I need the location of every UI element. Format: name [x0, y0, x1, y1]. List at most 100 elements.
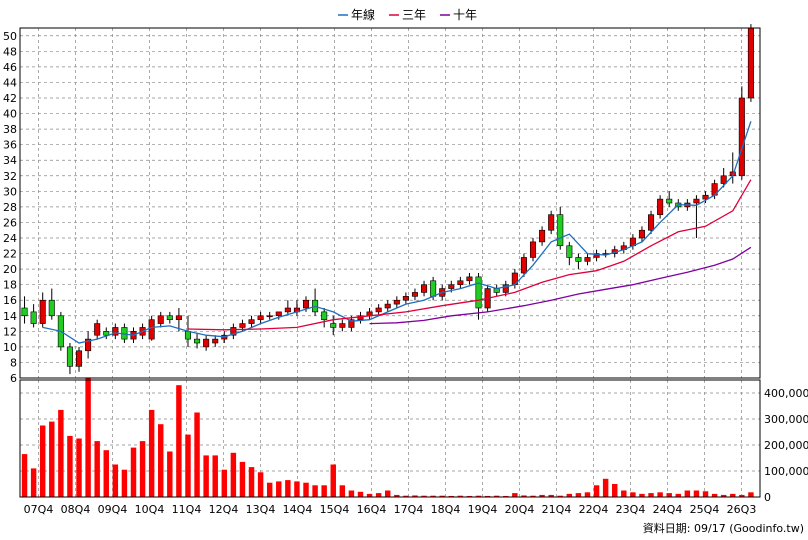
volume-bar — [266, 482, 273, 497]
candle-body — [184, 331, 191, 340]
candle-body — [339, 323, 346, 328]
candle-body — [48, 299, 55, 317]
x-tick-label: 13Q4 — [246, 503, 276, 516]
volume-bar — [548, 494, 554, 497]
candle-body — [421, 284, 428, 293]
volume-bar — [475, 495, 482, 497]
volume-bar — [94, 441, 100, 497]
price-tick-label: 32 — [3, 170, 17, 183]
volume-bar — [357, 491, 364, 497]
price-tick-label: 22 — [3, 248, 17, 261]
volume-bar — [58, 409, 64, 497]
volume-bar — [348, 490, 355, 497]
volume-bar — [176, 385, 182, 497]
volume-bar — [285, 480, 291, 497]
volume-bar — [321, 485, 327, 497]
volume-bar — [512, 493, 518, 497]
candle-body — [539, 229, 546, 243]
x-tick-label: 19Q4 — [468, 503, 498, 516]
price-tick-label: 42 — [3, 92, 17, 105]
volume-bar — [112, 464, 119, 497]
candle-body — [284, 307, 291, 313]
volume-bar — [657, 492, 663, 497]
candle-body — [593, 253, 600, 258]
x-tick-label: 17Q4 — [394, 503, 424, 516]
volume-bar — [276, 481, 282, 497]
candle-body — [302, 299, 310, 309]
price-tick-label: 38 — [3, 123, 17, 136]
volume-bar — [584, 492, 591, 497]
candle-body — [21, 307, 28, 317]
candle-body — [266, 315, 273, 318]
volume-bar — [666, 493, 672, 497]
volume-bar — [403, 495, 409, 497]
volume-bar — [702, 491, 709, 497]
volume-bar — [675, 493, 682, 497]
x-tick-label: 25Q4 — [690, 503, 720, 516]
candle-body — [112, 327, 119, 336]
volume-bars — [21, 377, 754, 497]
volume-tick-label: 0 — [764, 491, 771, 504]
volume-bar — [49, 421, 55, 497]
x-tick-label: 24Q4 — [653, 503, 683, 516]
candle-body — [720, 175, 727, 184]
volume-bar — [412, 495, 418, 497]
candle-body — [529, 241, 537, 258]
volume-bar — [448, 495, 455, 497]
volume-tick-label: 200,000 — [764, 439, 808, 452]
legend-label: 年線 — [351, 7, 375, 22]
candle-body — [230, 327, 237, 336]
volume-bar — [375, 493, 382, 497]
volume-bar — [648, 493, 654, 497]
volume-bar — [76, 438, 82, 497]
candle-body — [94, 323, 101, 336]
price-tick-label: 30 — [3, 185, 17, 198]
x-tick-label: 10Q4 — [135, 503, 165, 516]
volume-bar — [593, 485, 600, 497]
volume-bar — [739, 494, 745, 497]
volume-bar — [203, 455, 209, 497]
moving-average-lines — [42, 121, 752, 344]
candle-body — [157, 315, 164, 324]
candle-body — [393, 299, 400, 305]
volume-bar — [439, 495, 445, 497]
x-tick-label: 09Q4 — [98, 503, 128, 516]
candle-body — [466, 276, 473, 282]
candle-body — [638, 229, 645, 239]
price-tick-label: 8 — [10, 356, 17, 369]
volume-bar — [212, 455, 218, 497]
x-tick-label: 15Q4 — [320, 503, 350, 516]
candle-body — [321, 311, 328, 320]
x-tick-label: 08Q4 — [61, 503, 91, 516]
volume-bar — [121, 469, 128, 497]
volume-bar — [430, 495, 436, 497]
volume-bar — [257, 472, 264, 497]
volume-bar — [521, 495, 527, 497]
line-三年 — [187, 179, 752, 331]
source-footer: 資料日期: 09/17 (Goodinfo.tw) — [643, 521, 804, 535]
volume-bar — [612, 484, 618, 497]
x-tick-label: 23Q4 — [616, 503, 646, 516]
volume-panel-frame — [19, 379, 761, 498]
volume-bar — [239, 461, 246, 497]
line-年線 — [42, 121, 752, 344]
volume-bar — [30, 468, 37, 497]
price-tick-label: 10 — [3, 341, 17, 354]
candle-body — [402, 296, 409, 301]
volume-bar — [720, 494, 727, 497]
price-tick-label: 6 — [10, 372, 17, 385]
candle-body — [520, 257, 527, 274]
legend: 年線 三年 十年 — [338, 7, 477, 22]
volume-bar — [130, 447, 137, 497]
volume-bar — [394, 494, 400, 497]
candle-body — [248, 319, 255, 324]
candle-body — [430, 280, 437, 297]
candle-body — [85, 338, 92, 352]
candle-body — [348, 319, 355, 328]
volume-bar — [421, 495, 427, 497]
volume-bar — [148, 409, 155, 497]
price-tick-label: 20 — [3, 263, 17, 276]
candle-body — [239, 323, 246, 328]
candle-body — [502, 284, 509, 293]
